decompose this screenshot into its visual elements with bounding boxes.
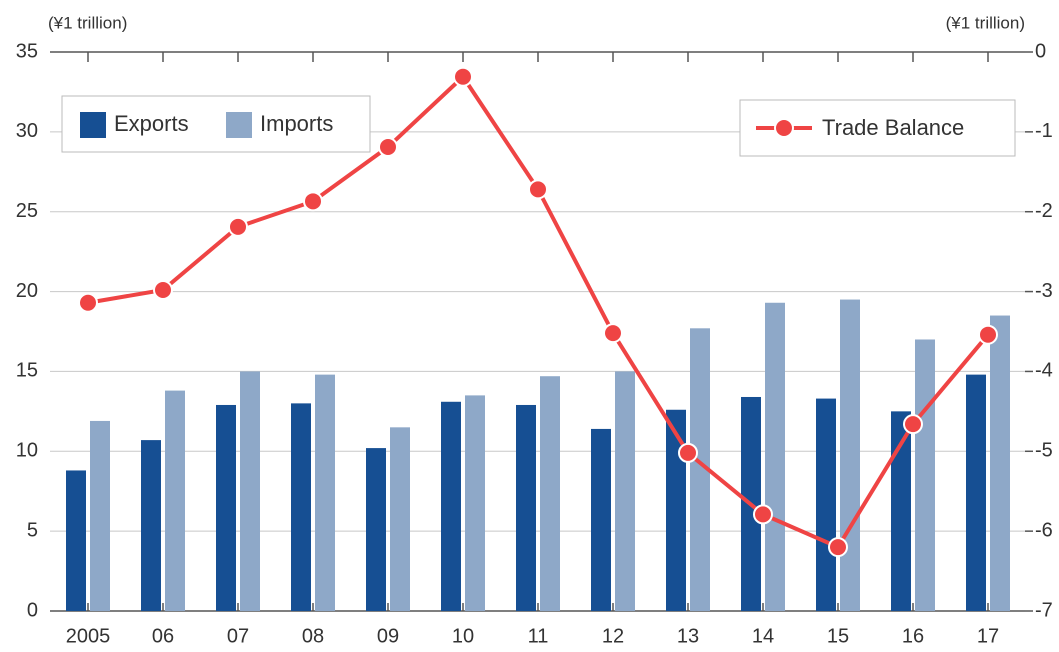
bar — [216, 404, 236, 611]
y2-tick-label: -7 — [1035, 599, 1053, 621]
y2-tick-label: -1 — [1035, 120, 1053, 142]
bar — [240, 371, 260, 611]
bar — [591, 428, 611, 611]
bar — [690, 328, 710, 611]
marker — [228, 216, 248, 237]
bar — [990, 315, 1010, 611]
x-tick-label: 2005 — [66, 625, 111, 647]
marker — [453, 66, 473, 87]
bar — [816, 398, 836, 611]
y-tick-label: 25 — [16, 200, 38, 222]
x-tick-label: 16 — [902, 625, 924, 647]
bar — [840, 299, 860, 611]
bar — [540, 376, 560, 611]
y-tick-label: 35 — [16, 40, 38, 62]
marker — [828, 537, 848, 558]
bar — [915, 339, 935, 611]
bar — [291, 403, 311, 611]
legend-label: Trade Balance — [822, 115, 964, 140]
bar — [441, 401, 461, 611]
y-tick-label: 15 — [16, 360, 38, 382]
marker — [753, 504, 773, 525]
legend-marker — [774, 118, 794, 138]
bar — [516, 404, 536, 611]
x-tick-label: 12 — [602, 625, 624, 647]
y2-tick-label: -2 — [1035, 200, 1053, 222]
y-tick-label: 20 — [16, 280, 38, 302]
bar — [615, 371, 635, 611]
marker — [378, 137, 398, 158]
marker — [528, 179, 548, 200]
marker — [678, 442, 698, 463]
marker — [903, 414, 923, 435]
x-tick-label: 11 — [528, 625, 549, 647]
x-tick-label: 06 — [152, 625, 174, 647]
y2-tick-label: -3 — [1035, 280, 1053, 302]
legend-box — [61, 95, 371, 153]
legend-swatch — [226, 112, 252, 138]
marker — [78, 292, 98, 313]
bar — [90, 420, 110, 611]
y2-tick-label: -4 — [1035, 360, 1053, 382]
bar — [765, 302, 785, 611]
legend-label: Imports — [260, 111, 333, 136]
x-tick-label: 08 — [302, 625, 324, 647]
legend-swatch — [80, 112, 106, 138]
marker — [978, 324, 998, 345]
bar — [165, 390, 185, 611]
y-axis-label: (¥1 trillion) — [48, 13, 127, 32]
y2-tick-label: 0 — [1035, 40, 1046, 62]
x-tick-label: 17 — [977, 625, 999, 647]
bar — [366, 448, 386, 611]
bar — [465, 395, 485, 611]
x-tick-label: 14 — [752, 625, 774, 647]
marker — [603, 323, 623, 344]
bar — [141, 440, 161, 611]
x-tick-label: 10 — [452, 625, 474, 647]
marker — [303, 191, 323, 212]
x-tick-label: 15 — [827, 625, 849, 647]
bar — [390, 427, 410, 611]
y2-axis-label: (¥1 trillion) — [946, 13, 1025, 32]
y2-tick-label: -5 — [1035, 440, 1053, 462]
y-tick-label: 0 — [27, 599, 38, 621]
x-tick-label: 09 — [377, 625, 399, 647]
x-tick-label: 07 — [227, 625, 249, 647]
bar — [891, 411, 911, 611]
bar — [966, 374, 986, 611]
y2-tick-label: -6 — [1035, 519, 1053, 541]
bar — [666, 409, 686, 611]
bar — [315, 374, 335, 611]
bar — [66, 470, 86, 611]
y-tick-label: 5 — [27, 519, 38, 541]
y-tick-label: 10 — [16, 440, 38, 462]
marker — [153, 279, 173, 300]
legend-label: Exports — [114, 111, 189, 136]
x-tick-label: 13 — [677, 625, 699, 647]
y-tick-label: 30 — [16, 120, 38, 142]
